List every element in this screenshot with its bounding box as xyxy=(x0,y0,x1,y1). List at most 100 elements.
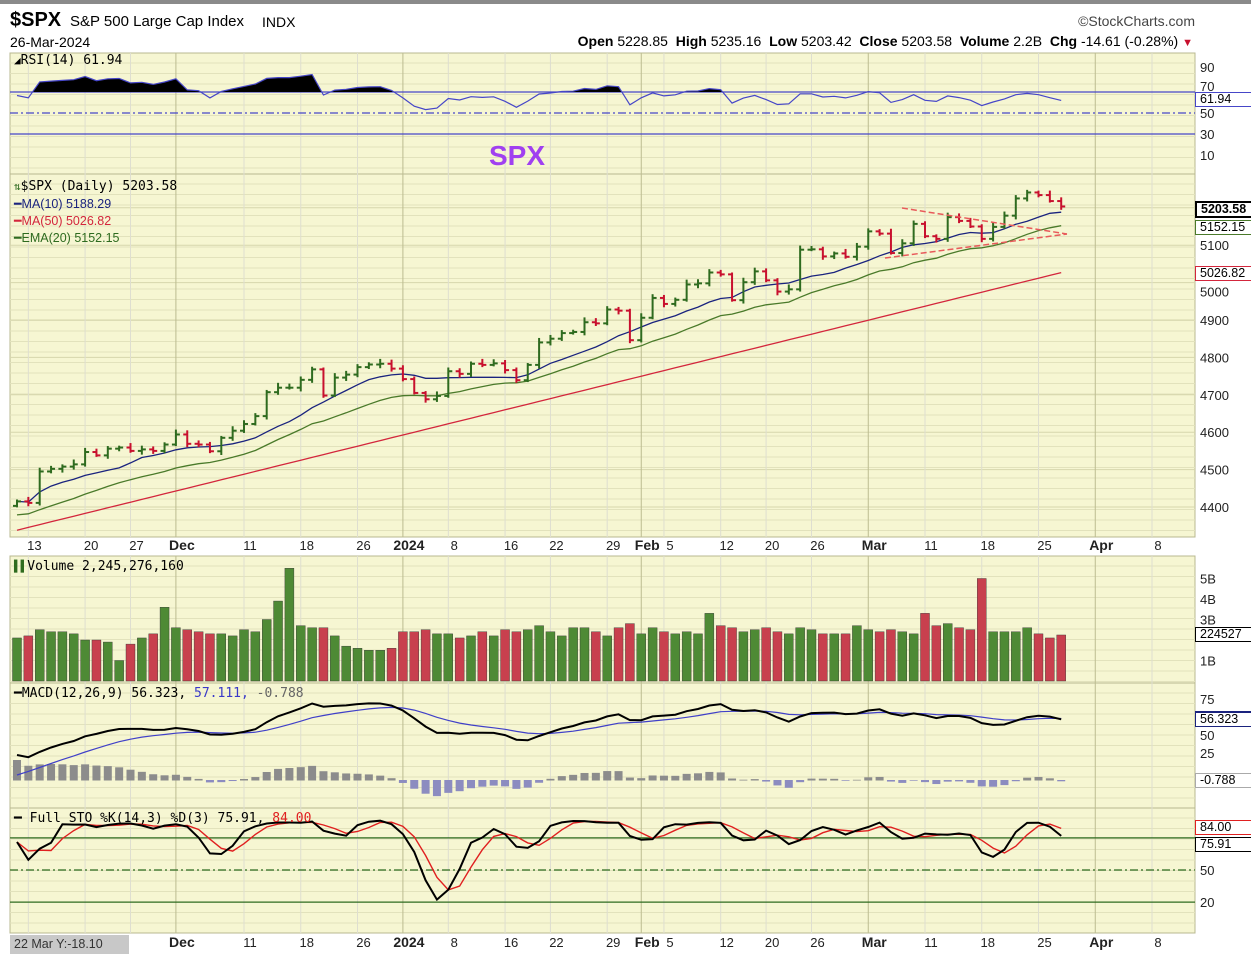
volume-bar xyxy=(137,637,147,682)
volume-bar xyxy=(114,660,124,682)
date-axis-label: 8 xyxy=(451,538,458,553)
high-value: 5235.16 xyxy=(710,33,762,49)
sto-d-value-tag: 84.00 xyxy=(1195,820,1251,835)
macd-histogram-bar xyxy=(1034,776,1043,781)
macd-histogram-bar xyxy=(807,778,816,781)
volume-bar xyxy=(727,627,737,682)
volume-bar xyxy=(738,631,749,682)
macd-histogram-bar xyxy=(841,780,850,781)
volume-bar xyxy=(704,613,715,682)
date-axis-label: 8 xyxy=(1154,538,1161,553)
date-axis-label: 2024 xyxy=(393,934,424,950)
open-label: Open xyxy=(577,33,614,49)
volume-bar xyxy=(897,631,907,682)
macd-histogram-bar xyxy=(569,774,578,781)
volume-bar xyxy=(409,631,419,682)
volume-bar xyxy=(693,633,703,682)
volume-axis-label: 4B xyxy=(1200,592,1216,607)
macd-histogram-bar xyxy=(149,774,158,781)
date-axis-label: 2024 xyxy=(393,537,424,553)
ma50-legend: ━MA(50) 5026.82 xyxy=(14,214,112,228)
date-axis-label: 20 xyxy=(765,538,779,553)
macd-histogram-bar xyxy=(909,780,918,781)
close-value: 5203.58 xyxy=(901,33,953,49)
price-axis-label: 5000 xyxy=(1200,285,1229,300)
volume-bar xyxy=(23,635,34,682)
macd-histogram-bar xyxy=(467,780,475,789)
volume-bar xyxy=(125,643,136,682)
macd-histogram-bar xyxy=(1057,780,1066,782)
date-axis-label: Mar xyxy=(862,537,887,553)
rsi-line xyxy=(16,73,1062,111)
volume-bar xyxy=(35,629,45,682)
macd-histogram-bar xyxy=(444,780,453,793)
volume-bar xyxy=(330,635,340,682)
macd-histogram-bar xyxy=(886,780,895,782)
date-axis-label: 12 xyxy=(719,538,733,553)
sto-d-line xyxy=(16,820,1062,891)
volume-axis-label: 1B xyxy=(1200,654,1216,669)
volume-bar xyxy=(670,633,680,682)
volume-bar xyxy=(534,625,544,682)
macd-histogram-bar xyxy=(115,767,124,781)
date-axis-label: 18 xyxy=(981,538,995,553)
macd-histogram-bar xyxy=(580,772,589,781)
copyright: ©StockCharts.com xyxy=(1078,13,1195,29)
volume-bar xyxy=(364,650,374,682)
macd-histogram-bar xyxy=(205,780,214,783)
volume-bar xyxy=(988,631,998,682)
volume-bar xyxy=(784,633,794,682)
macd-histogram-bar xyxy=(228,780,237,782)
symbol: $SPX xyxy=(10,9,62,31)
macd-histogram-bar xyxy=(830,778,839,781)
macd-histogram-bar xyxy=(648,775,657,781)
date-axis-label: 29 xyxy=(606,538,620,553)
date-axis-label: 13 xyxy=(27,538,41,553)
ma50-value-tag: 5026.82 xyxy=(1195,266,1251,281)
macd-histogram-bar xyxy=(364,774,373,781)
macd-histogram-bar xyxy=(614,771,623,781)
date-axis-label: 8 xyxy=(1154,935,1161,950)
volume-bar xyxy=(523,629,533,682)
macd-axis-label: 50 xyxy=(1200,728,1214,743)
macd-histogram-bar xyxy=(478,780,487,787)
date-axis-label: 27 xyxy=(129,538,143,553)
low-label: Low xyxy=(769,33,798,49)
ema20-legend: ━EMA(20) 5152.15 xyxy=(14,231,120,245)
macd-histogram-bar xyxy=(35,764,44,781)
macd-histogram-bar xyxy=(875,776,884,781)
volume-axis-label: 3B xyxy=(1200,613,1216,628)
volume-bar xyxy=(647,627,658,682)
volume-bar xyxy=(818,633,828,682)
macd-histogram-bar xyxy=(546,778,555,781)
ohlc-bars-icon: ⇅ xyxy=(14,180,21,193)
date-axis-label: 26 xyxy=(356,935,370,950)
date-axis-label: Apr xyxy=(1089,934,1114,950)
ema20-line xyxy=(16,225,1062,516)
volume-bar xyxy=(182,629,192,682)
macd-histogram-bar xyxy=(716,772,725,781)
volume-bar xyxy=(46,631,56,682)
volume-bar xyxy=(341,645,351,682)
volume-bar xyxy=(227,635,238,682)
volume-bar xyxy=(908,633,919,682)
volume-bar xyxy=(886,629,896,682)
volume-bar xyxy=(557,635,567,682)
date-axis-label: 25 xyxy=(1037,935,1051,950)
macd-histogram-bar xyxy=(784,780,793,788)
price-axis-label: 4600 xyxy=(1200,425,1229,440)
macd-histogram-bar xyxy=(342,773,351,781)
price-axis-label: 5100 xyxy=(1200,238,1229,253)
macd-histogram-bar xyxy=(955,780,964,782)
close-label: Close xyxy=(859,33,898,49)
macd-histogram-bar xyxy=(47,763,56,781)
trendline-upper xyxy=(901,207,1068,235)
macd-histogram-bar xyxy=(13,760,21,781)
macd-histogram-bar xyxy=(852,779,861,781)
crosshair-readout: 22 Mar Y:-18.10 xyxy=(10,935,129,954)
price-axis-label: 4800 xyxy=(1200,350,1229,365)
ma50-legend-text: MA(50) 5026.82 xyxy=(21,214,112,228)
date-axis-label: Feb xyxy=(635,537,660,553)
date-axis-label: 12 xyxy=(719,935,733,950)
